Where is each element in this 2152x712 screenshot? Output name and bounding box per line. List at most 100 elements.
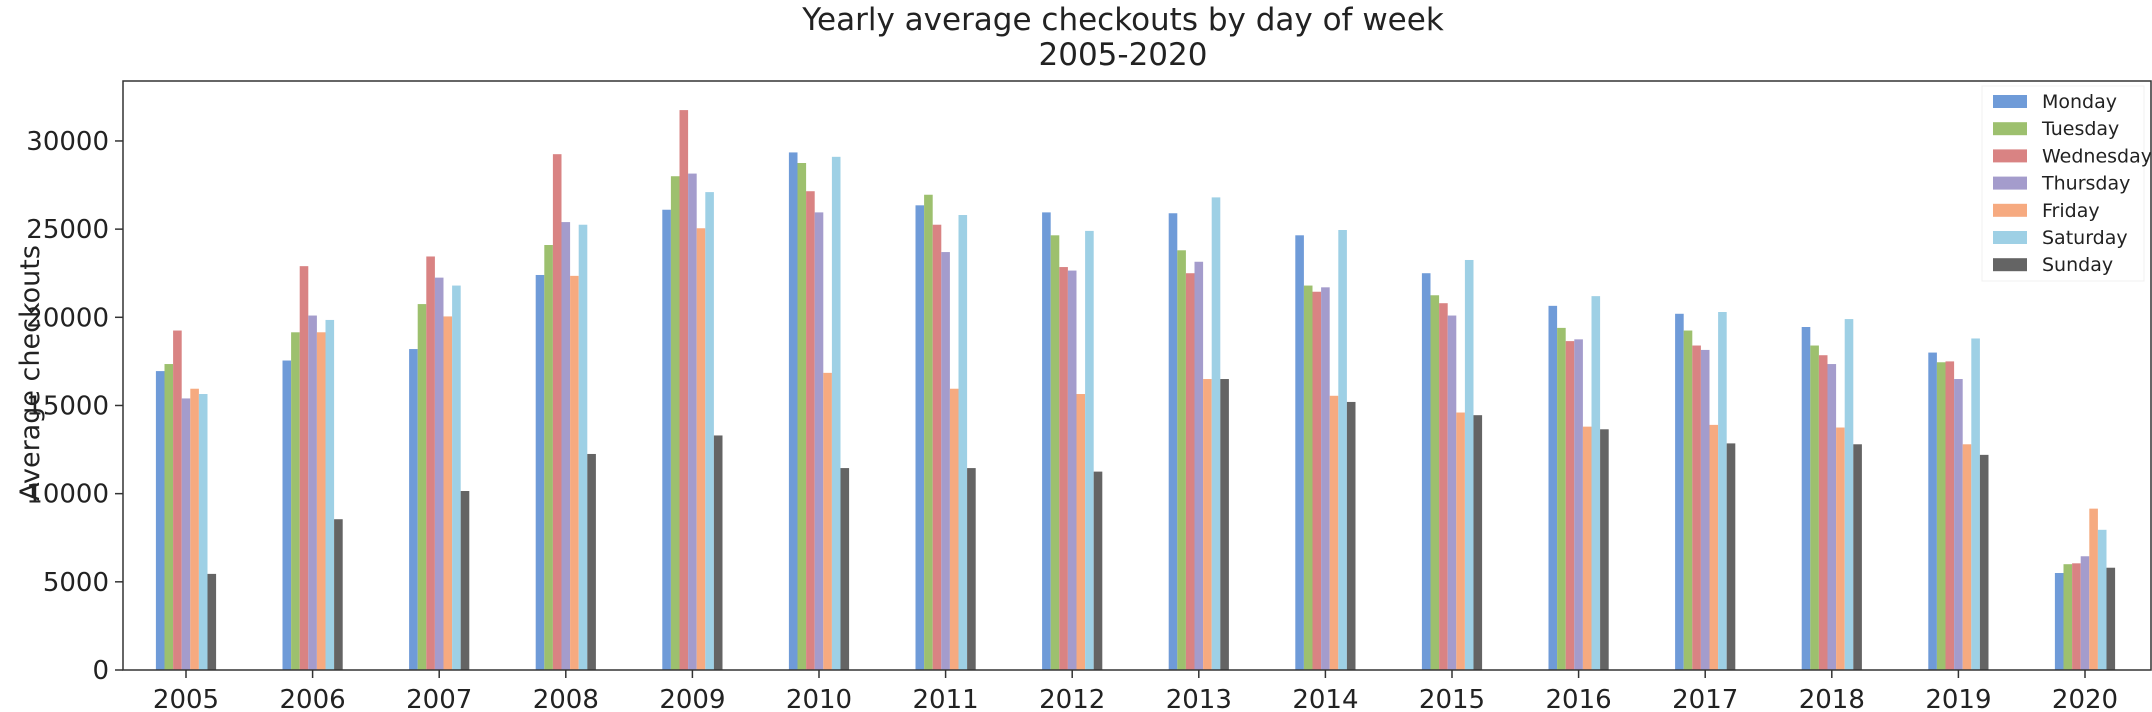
bar-2011-sunday [967,468,976,670]
x-tick-label: 2008 [533,685,599,712]
x-tick-label: 2015 [1419,685,1485,712]
bar-2007-friday [443,316,453,670]
bar-2013-monday [1168,213,1178,670]
bar-2005-thursday [181,398,191,670]
bar-2010-wednesday [806,191,815,670]
bar-2016-monday [1548,305,1558,670]
bar-2019-tuesday [1936,362,1946,670]
bar-2014-sunday [1346,401,1356,670]
bar-2017-thursday [1700,349,1710,670]
bar-2005-wednesday [173,330,182,670]
bar-2010-sunday [840,468,850,670]
bar-2013-friday [1203,379,1212,670]
legend-label-wednesday: Wednesday [2042,145,2152,167]
bar-2009-wednesday [679,110,689,671]
x-tick-label: 2007 [406,685,472,712]
y-tick-label: 20000 [26,303,109,333]
bar-2017-friday [1709,424,1719,670]
legend-swatch-sunday [1993,258,2027,272]
bar-2018-saturday [1844,319,1854,670]
bar-2012-monday [1042,212,1051,670]
y-tick-label: 10000 [26,480,109,510]
bar-2007-thursday [434,277,444,670]
bar-2020-monday [2054,573,2064,670]
bar-2011-tuesday [924,194,933,671]
legend-label-thursday: Thursday [2041,173,2130,195]
bar-2019-monday [1928,352,1937,670]
bar-2012-friday [1076,394,1086,670]
bar-2020-friday [2089,508,2098,670]
bar-2019-sunday [1979,454,1989,670]
x-axis: 2005 2006 2007 2008 2009 2010 2011 2012 2013 2014… [153,670,2118,712]
bar-2018-monday [1801,327,1811,670]
bar-2012-tuesday [1050,235,1060,671]
bar-2014-friday [1329,395,1339,670]
bar-2019-thursday [1954,379,1963,670]
x-tick-label: 2018 [1799,685,1865,712]
bar-2018-sunday [1853,444,1862,670]
bar-2005-tuesday [164,364,174,670]
bar-2010-thursday [814,212,824,670]
bar-2008-friday [570,275,579,670]
bar-2012-thursday [1067,270,1077,670]
bar-2016-saturday [1591,296,1601,670]
bar-2019-saturday [1971,338,1980,670]
bar-2008-wednesday [552,154,562,670]
bar-2009-thursday [688,173,697,670]
x-tick-label: 2020 [2052,685,2118,712]
bar-2008-thursday [561,222,571,670]
x-tick-label: 2010 [786,685,852,712]
bar-2017-monday [1675,313,1684,670]
bar-2007-sunday [460,491,470,670]
bar-2008-monday [535,274,545,670]
bar-2014-wednesday [1312,291,1322,670]
bar-2017-sunday [1726,443,1736,670]
bar-2020-thursday [2080,556,2090,670]
bar-2011-saturday [958,215,968,670]
bar-2012-wednesday [1059,267,1068,670]
x-tick-label: 2012 [1039,685,1105,712]
bar-2007-wednesday [426,256,435,670]
chart-subtitle: 2005-2020 [1039,37,1208,73]
legend: Monday Tuesday Wednesday Thursday Friday Satu… [1981,85,2152,282]
bar-2008-tuesday [544,245,553,670]
bar-2006-saturday [325,319,335,670]
y-tick-label: 15000 [26,391,109,421]
bar-2013-thursday [1194,261,1204,670]
bar-2018-wednesday [1818,355,1828,670]
bar-2011-friday [949,388,959,670]
bar-2016-wednesday [1565,341,1575,670]
legend-swatch-saturday [1993,231,2027,244]
bar-2014-monday [1295,235,1304,671]
bar-2012-saturday [1085,230,1094,670]
bar-2018-thursday [1827,364,1837,670]
bar-2009-sunday [713,435,723,670]
y-tick-label: 5000 [43,568,109,598]
plot-area [155,110,2116,671]
bar-2009-tuesday [670,176,680,671]
bar-2006-thursday [308,315,317,670]
bar-2020-sunday [2106,567,2116,670]
bar-2010-friday [823,372,832,670]
bar-2005-saturday [198,394,208,670]
bar-2019-wednesday [1945,361,1955,670]
bar-2017-tuesday [1683,330,1693,670]
y-tick-label: 25000 [26,215,109,245]
bar-2015-saturday [1464,259,1474,670]
legend-swatch-thursday [1993,176,2027,190]
y-tick-label: 0 [92,656,109,686]
legend-swatch-tuesday [1993,122,2027,136]
bar-2018-friday [1836,427,1845,670]
bar-2009-saturday [705,192,714,670]
bar-2015-friday [1456,412,1465,670]
bar-2009-monday [662,209,671,671]
bar-2017-wednesday [1692,345,1701,670]
bar-2009-friday [696,228,706,670]
y-tick-label: 30000 [26,127,109,157]
bar-2008-sunday [587,453,596,670]
x-tick-label: 2019 [1925,685,1991,712]
bar-2014-saturday [1338,230,1347,670]
bar-2015-thursday [1447,315,1457,670]
bar-2013-saturday [1211,197,1221,670]
